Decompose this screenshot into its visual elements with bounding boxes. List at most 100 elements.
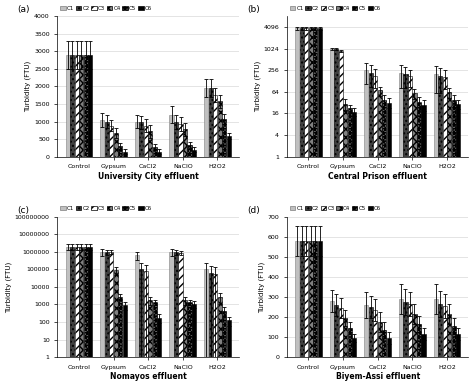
Legend: C1, C2, C3, C4, C5, C6: C1, C2, C3, C4, C5, C6	[290, 6, 382, 11]
Bar	[417, 102, 421, 387]
Y-axis label: Turbidity (FTU): Turbidity (FTU)	[6, 261, 12, 313]
Bar	[434, 74, 438, 387]
Bar	[443, 77, 447, 387]
Bar	[222, 310, 226, 387]
Bar	[204, 88, 208, 157]
Bar	[114, 270, 118, 387]
Legend: C1, C2, C3, C4, C5, C6: C1, C2, C3, C4, C5, C6	[60, 206, 152, 211]
Bar	[304, 241, 308, 357]
Bar	[313, 28, 317, 387]
Bar	[222, 119, 226, 157]
Bar	[144, 126, 148, 157]
Bar	[148, 300, 153, 387]
Bar	[109, 252, 113, 387]
Bar	[348, 328, 352, 357]
Bar	[399, 73, 403, 387]
Bar	[374, 76, 377, 387]
Y-axis label: Turbidity (FTU): Turbidity (FTU)	[258, 261, 264, 313]
Bar	[88, 247, 92, 387]
Bar	[408, 76, 412, 387]
Bar	[83, 55, 88, 157]
Bar	[157, 152, 162, 157]
Bar	[79, 55, 83, 157]
Bar	[434, 299, 438, 357]
Bar	[70, 247, 74, 387]
Bar	[83, 247, 88, 387]
Bar	[447, 314, 451, 357]
Bar	[309, 241, 313, 357]
Bar	[365, 70, 368, 387]
Bar	[170, 252, 173, 387]
Bar	[374, 310, 377, 357]
X-axis label: Nomayos effluent: Nomayos effluent	[110, 372, 187, 382]
Bar	[295, 241, 299, 357]
Bar	[218, 101, 222, 157]
Bar	[135, 255, 139, 387]
Bar	[79, 247, 83, 387]
Bar	[123, 305, 127, 387]
Bar	[421, 105, 426, 387]
X-axis label: Biyem-Assi effluent: Biyem-Assi effluent	[336, 372, 420, 382]
Bar	[387, 338, 391, 357]
Bar	[187, 145, 191, 157]
Bar	[343, 104, 347, 387]
Bar	[148, 131, 153, 157]
Bar	[144, 271, 148, 387]
Text: (b): (b)	[247, 5, 260, 14]
Bar	[74, 247, 79, 387]
Bar	[227, 320, 231, 387]
Text: (a): (a)	[18, 5, 30, 14]
Y-axis label: Turbidity (FTU): Turbidity (FTU)	[25, 61, 31, 112]
Bar	[334, 305, 338, 357]
Bar	[408, 304, 412, 357]
X-axis label: University City effluent: University City effluent	[98, 172, 199, 181]
Bar	[365, 305, 368, 357]
Bar	[300, 28, 304, 387]
Bar	[300, 241, 304, 357]
Bar	[403, 302, 408, 357]
Bar	[157, 317, 162, 387]
Bar	[174, 252, 178, 387]
Bar	[383, 330, 386, 357]
Legend: C1, C2, C3, C4, C5, C6: C1, C2, C3, C4, C5, C6	[290, 206, 382, 211]
Legend: C1, C2, C3, C4, C5, C6: C1, C2, C3, C4, C5, C6	[60, 6, 152, 11]
Bar	[114, 133, 118, 157]
Bar	[309, 28, 313, 387]
Bar	[330, 301, 334, 357]
Bar	[74, 55, 79, 157]
Bar	[213, 274, 217, 387]
Bar	[383, 100, 386, 387]
Bar	[452, 100, 456, 387]
Bar	[334, 49, 338, 387]
Bar	[70, 55, 74, 157]
Bar	[330, 49, 334, 387]
Bar	[343, 318, 347, 357]
Bar	[65, 247, 70, 387]
Bar	[417, 324, 421, 357]
Bar	[348, 108, 352, 387]
Bar	[183, 129, 187, 157]
Bar	[209, 273, 213, 387]
Bar	[421, 334, 426, 357]
Bar	[209, 88, 213, 157]
Bar	[178, 123, 182, 157]
Bar	[403, 74, 408, 387]
Bar	[456, 104, 460, 387]
Bar	[153, 302, 157, 387]
Bar	[447, 92, 451, 387]
Bar	[204, 269, 208, 387]
Bar	[456, 334, 460, 357]
Bar	[105, 252, 109, 387]
Bar	[352, 111, 356, 387]
Bar	[153, 147, 157, 157]
Bar	[369, 307, 373, 357]
Bar	[352, 338, 356, 357]
Bar	[399, 299, 403, 357]
Bar	[123, 152, 127, 157]
Bar	[412, 93, 417, 387]
Bar	[135, 122, 139, 157]
X-axis label: Central Prison effluent: Central Prison effluent	[328, 172, 427, 181]
Bar	[109, 126, 113, 157]
Bar	[227, 136, 231, 157]
Bar	[187, 302, 191, 387]
